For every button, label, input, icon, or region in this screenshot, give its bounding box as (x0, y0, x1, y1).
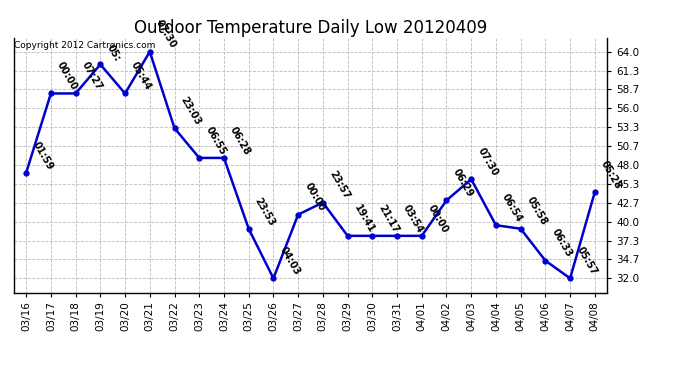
Text: 00:00: 00:00 (55, 60, 79, 92)
Text: 23:03: 23:03 (179, 95, 203, 127)
Text: 00:00: 00:00 (302, 182, 326, 213)
Text: 21:17: 21:17 (377, 202, 401, 234)
Text: 05:44: 05:44 (129, 60, 153, 92)
Text: 05:57: 05:57 (574, 245, 598, 277)
Text: 07:27: 07:27 (80, 60, 104, 92)
Text: 07:30: 07:30 (475, 146, 500, 178)
Text: 01:59: 01:59 (30, 140, 55, 171)
Text: 19:41: 19:41 (352, 202, 376, 234)
Title: Outdoor Temperature Daily Low 20120409: Outdoor Temperature Daily Low 20120409 (134, 20, 487, 38)
Text: 04:03: 04:03 (277, 245, 302, 277)
Text: 23:57: 23:57 (327, 169, 351, 201)
Text: 23:53: 23:53 (253, 195, 277, 227)
Text: 07:30: 07:30 (154, 18, 178, 50)
Text: 06:28: 06:28 (228, 124, 253, 156)
Text: Copyright 2012 Cartrønics.com: Copyright 2012 Cartrønics.com (14, 41, 156, 50)
Text: 00:00: 00:00 (426, 202, 450, 234)
Text: 06:29: 06:29 (451, 167, 475, 199)
Text: 06:54: 06:54 (500, 192, 524, 224)
Text: 06:55: 06:55 (204, 124, 228, 156)
Text: 05:: 05: (104, 43, 122, 63)
Text: 03:54: 03:54 (401, 202, 425, 234)
Text: 06:33: 06:33 (549, 227, 573, 259)
Text: 05:58: 05:58 (525, 195, 549, 227)
Text: 05:28: 05:28 (599, 159, 623, 190)
